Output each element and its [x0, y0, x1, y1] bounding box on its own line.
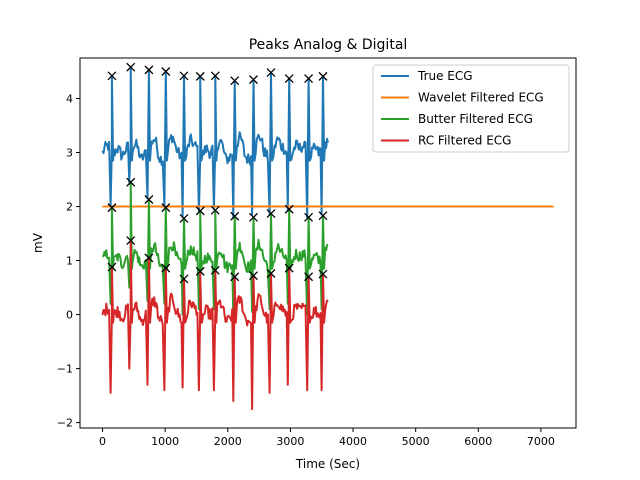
peak-marker	[304, 272, 314, 282]
peak-marker	[266, 209, 276, 219]
peak-marker	[195, 266, 205, 276]
peak-marker	[304, 74, 314, 83]
peak-marker	[249, 271, 258, 281]
y-tick-label: 2	[66, 201, 73, 214]
peak-marker	[144, 253, 154, 263]
peak-marker	[318, 211, 328, 221]
legend-box	[372, 64, 570, 153]
peak-marker	[284, 204, 294, 214]
peak-marker	[284, 263, 294, 273]
peak-marker	[249, 75, 258, 85]
x-axis-ticks: 0 1000 2000 3000 4000 5000 6000 7000	[99, 428, 555, 448]
series-line-1	[101, 66, 329, 219]
peak-marker	[230, 211, 240, 221]
x-tick-label: 0	[99, 435, 106, 448]
peak-marker	[179, 274, 189, 284]
legend-label: Butter Filtered ECG	[418, 112, 533, 126]
peak-marker	[266, 68, 276, 78]
x-tick-label: 4000	[339, 435, 367, 448]
peak-marker	[161, 203, 171, 213]
peak-marker	[230, 76, 240, 86]
peak-marker	[195, 71, 205, 81]
peak-marker	[284, 74, 294, 83]
peak-marker	[107, 262, 117, 272]
y-tick-label: 4	[66, 93, 73, 106]
peak-marker	[107, 71, 117, 81]
x-tick-label: 5000	[402, 435, 430, 448]
x-axis-label: Time (Sec)	[295, 457, 360, 471]
peak-marker	[179, 71, 189, 81]
peak-marker	[318, 269, 328, 279]
peak-marker	[230, 272, 240, 282]
peak-markers	[107, 62, 328, 284]
peak-marker	[210, 205, 220, 215]
x-tick-label: 2000	[214, 435, 242, 448]
y-tick-label: 3	[66, 147, 73, 160]
peak-marker	[161, 67, 171, 76]
peak-marker	[249, 212, 258, 222]
peak-marker	[126, 62, 136, 72]
peak-marker	[144, 65, 154, 75]
peak-marker	[266, 269, 276, 278]
peak-marker	[126, 177, 136, 187]
y-tick-label: 0	[66, 309, 73, 322]
peak-marker	[304, 212, 314, 222]
legend-label: True ECG	[417, 69, 473, 83]
peak-marker	[210, 265, 220, 275]
series-layer	[101, 66, 554, 411]
series-line-4	[101, 239, 329, 411]
y-tick-label: −2	[57, 417, 73, 430]
y-tick-label: 1	[66, 255, 73, 268]
peak-marker	[195, 206, 205, 216]
plot-frame	[79, 57, 577, 429]
x-tick-label: 3000	[276, 435, 304, 448]
peak-marker	[107, 203, 117, 213]
x-tick-label: 7000	[527, 435, 555, 448]
peak-marker	[179, 213, 189, 223]
y-tick-label: −1	[57, 363, 73, 376]
peak-marker	[318, 71, 328, 81]
legend: True ECG Wavelet Filtered ECG Butter Filte…	[372, 64, 570, 153]
y-axis-label: mV	[31, 232, 45, 253]
peak-marker	[126, 236, 136, 246]
peak-marker	[210, 71, 220, 81]
x-tick-label: 6000	[464, 435, 492, 448]
x-tick-label: 1000	[151, 435, 179, 448]
peak-marker	[161, 263, 171, 273]
legend-label: RC Filtered ECG	[418, 134, 511, 148]
chart-title: Peaks Analog & Digital	[249, 37, 408, 53]
legend-label: Wavelet Filtered ECG	[418, 91, 544, 105]
peak-marker	[144, 195, 154, 204]
y-axis-ticks: −2 −1 0 1 2 3 4	[57, 93, 80, 430]
